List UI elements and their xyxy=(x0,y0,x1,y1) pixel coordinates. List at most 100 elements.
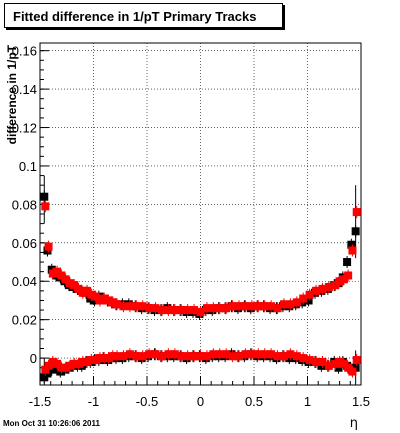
red-lower-point-31 xyxy=(202,352,211,361)
y-tick-label-2: 0.04 xyxy=(12,274,37,289)
red-lower-point-44 xyxy=(286,350,295,359)
tick-labels: -1.5 -1 -0.5 0 0.5 1 1.5 0 0.02 0.04 0.06 0.08 0.1 0.… xyxy=(12,44,370,409)
red-upper-point-40 xyxy=(260,302,269,311)
red-upper-point-56 xyxy=(352,208,361,217)
red-lower-point-10 xyxy=(83,357,92,366)
red-lower-point-36 xyxy=(235,352,244,361)
timestamp-footer: Mon Oct 31 10:26:06 2011 xyxy=(3,419,100,428)
red-upper-point-26 xyxy=(170,306,179,315)
red-lower-point-30 xyxy=(196,352,205,361)
red-lower-point-22 xyxy=(145,350,154,359)
red-upper-point-4 xyxy=(57,271,66,280)
red-upper-point-28 xyxy=(183,306,192,315)
red-lower-point-42 xyxy=(273,352,282,361)
red-lower-point-54 xyxy=(344,363,353,372)
red-lower-point-5 xyxy=(61,363,70,372)
red-lower-point-14 xyxy=(100,354,109,363)
red-lower-point-55 xyxy=(348,367,357,376)
red-lower-point-50 xyxy=(324,361,333,370)
red-lower-point-4 xyxy=(57,363,66,372)
y-tick-label-3: 0.06 xyxy=(12,236,37,251)
red-lower-point-45 xyxy=(292,352,301,361)
red-lower-point-49 xyxy=(318,357,327,366)
red-upper-point-0 xyxy=(41,202,50,211)
red-upper-point-19 xyxy=(125,302,134,311)
red-lower-point-9 xyxy=(78,357,87,366)
red-upper-point-11 xyxy=(87,290,96,299)
y-tick-label-8: 0.16 xyxy=(12,44,37,59)
red-lower-point-51 xyxy=(331,359,340,368)
chart-title: Fitted difference in 1/pT Primary Tracks xyxy=(4,3,283,28)
red-upper-point-20 xyxy=(132,302,141,311)
x-tick-label-1: -1 xyxy=(88,394,100,409)
x-tick-label-5: 1 xyxy=(304,394,311,409)
red-lower-point-7 xyxy=(70,359,79,368)
red-lower-point-25 xyxy=(164,350,173,359)
red-upper-point-5 xyxy=(61,275,70,284)
data-points xyxy=(40,190,361,384)
y-axis-label: difference in 1/pT xyxy=(5,44,19,144)
red-upper-point-50 xyxy=(324,283,333,292)
red-upper-point-46 xyxy=(299,294,308,303)
red-lower-point-33 xyxy=(215,350,224,359)
x-axis-label: η xyxy=(350,416,358,431)
red-lower-point-8 xyxy=(74,359,83,368)
x-tick-label-0: -1.5 xyxy=(29,394,51,409)
red-upper-point-48 xyxy=(312,286,321,295)
red-upper-point-49 xyxy=(318,284,327,293)
red-upper-point-32 xyxy=(209,304,218,313)
red-upper-point-1 xyxy=(44,242,53,251)
y-tick-label-5: 0.1 xyxy=(19,159,37,174)
red-upper-point-24 xyxy=(157,306,166,315)
red-upper-point-16 xyxy=(108,298,117,307)
x-tick-label-2: -0.5 xyxy=(136,394,158,409)
red-upper-point-3 xyxy=(53,267,62,276)
red-upper-point-39 xyxy=(254,302,263,311)
red-upper-point-9 xyxy=(78,288,87,297)
red-upper-point-13 xyxy=(95,296,104,305)
red-upper-point-27 xyxy=(177,306,186,315)
y-tick-label-7: 0.14 xyxy=(12,82,37,97)
red-upper-point-55 xyxy=(348,246,357,255)
red-upper-point-12 xyxy=(91,292,100,301)
red-lower-point-37 xyxy=(241,350,250,359)
red-lower-point-52 xyxy=(335,357,344,366)
black-upper-point-0 xyxy=(40,192,49,201)
red-upper-point-35 xyxy=(228,302,237,311)
red-upper-point-7 xyxy=(70,281,79,290)
red-lower-point-3 xyxy=(53,359,62,368)
red-upper-point-51 xyxy=(331,281,340,290)
red-lower-point-20 xyxy=(132,352,141,361)
red-lower-point-18 xyxy=(119,352,128,361)
red-upper-point-17 xyxy=(113,300,122,309)
red-upper-point-31 xyxy=(202,304,211,313)
red-lower-point-17 xyxy=(113,352,122,361)
red-upper-point-30 xyxy=(196,307,205,316)
red-lower-point-46 xyxy=(299,354,308,363)
red-lower-point-28 xyxy=(183,352,192,361)
red-upper-point-8 xyxy=(74,284,83,293)
red-lower-point-26 xyxy=(170,350,179,359)
red-upper-point-44 xyxy=(286,300,295,309)
red-lower-point-1 xyxy=(44,361,53,370)
red-upper-point-33 xyxy=(215,304,224,313)
red-upper-point-38 xyxy=(247,302,256,311)
x-tick-label-6: 1.5 xyxy=(352,394,370,409)
y-tick-label-6: 0.12 xyxy=(12,121,37,136)
black-upper-point-47 xyxy=(304,296,313,305)
red-upper-point-54 xyxy=(344,271,353,280)
x-tick-label-4: 0.5 xyxy=(245,394,263,409)
red-lower-point-32 xyxy=(209,350,218,359)
red-lower-point-21 xyxy=(138,352,147,361)
red-upper-point-34 xyxy=(222,304,231,313)
red-upper-point-42 xyxy=(273,304,282,313)
red-lower-point-53 xyxy=(339,359,348,368)
red-upper-point-18 xyxy=(119,302,128,311)
red-lower-point-24 xyxy=(157,352,166,361)
red-lower-point-38 xyxy=(247,350,256,359)
red-lower-point-6 xyxy=(65,361,74,370)
red-lower-point-34 xyxy=(222,350,231,359)
black-upper-point-55 xyxy=(347,240,356,249)
red-upper-point-2 xyxy=(48,269,57,278)
red-lower-point-16 xyxy=(108,352,117,361)
